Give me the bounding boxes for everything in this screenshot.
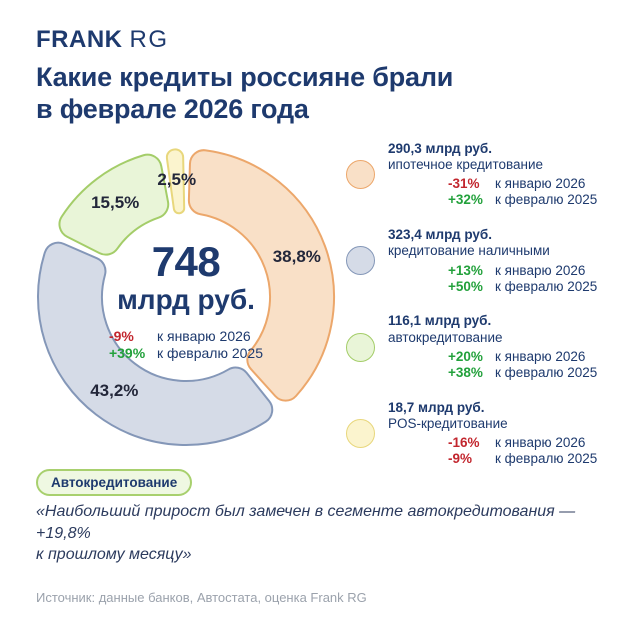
legend-yoy-label: к февралю 2025 (495, 364, 598, 380)
logo-text-frank: FRANK (36, 26, 123, 53)
quote-text: «Наибольший прирост был замечен в сегмен… (36, 503, 576, 564)
legend-category-label: POS-кредитование (388, 415, 508, 431)
legend-yoy-percent: +38% (448, 364, 483, 380)
source-note: Источник: данные банков, Автостата, оцен… (36, 590, 367, 605)
total-yoy-percent: +39% (108, 344, 146, 361)
legend-item: 18,7 млрд руб. POS-кредитование -16% к я… (346, 400, 608, 467)
legend-category-label: ипотечное кредитование (388, 157, 544, 173)
frank-rg-logo: FRANK RG (36, 28, 169, 52)
total-change-rows: -9% к январю 2026 +39% к февралю 2025 (109, 328, 263, 362)
legend-amount: 290,3 млрд руб. (388, 141, 492, 156)
legend-category-label: автокредитование (388, 329, 503, 345)
legend-mom-label: к январю 2026 (495, 176, 586, 192)
legend-color-swatch (346, 332, 375, 362)
total-mom-label: к январю 2026 (156, 327, 251, 344)
legend-category-label: кредитование наличными (388, 243, 550, 259)
donut-percent-label: 38,8% (273, 247, 321, 266)
total-unit: млрд руб. (117, 284, 255, 315)
total-value: 748 (151, 238, 221, 285)
legend: 290,3 млрд руб. ипотечное кредитование -… (346, 141, 608, 467)
legend-mom-row: -31% к январю 2026 (448, 176, 597, 192)
legend-mom-row: -16% к январю 2026 (448, 435, 597, 451)
legend-yoy-row: +32% к февралю 2025 (448, 192, 597, 208)
legend-yoy-label: к февралю 2025 (495, 450, 598, 466)
total-mom-row: -9% к январю 2026 (109, 328, 263, 345)
legend-yoy-row: -9% к февралю 2025 (448, 451, 597, 467)
legend-yoy-percent: -9% (448, 450, 473, 466)
total-yoy-label: к февралю 2025 (156, 344, 264, 361)
legend-yoy-label: к февралю 2025 (495, 192, 598, 208)
legend-color-swatch (346, 160, 375, 190)
donut-chart: 38,8% 43,2% 15,5% 2,5% (37, 148, 335, 446)
legend-yoy-row: +38% к февралю 2025 (448, 365, 597, 381)
legend-mom-row: +20% к январю 2026 (448, 349, 597, 365)
legend-mom-row: +13% к январю 2026 (448, 263, 597, 279)
highlight-badge: Автокредитование (36, 469, 193, 496)
legend-mom-percent: +13% (448, 262, 483, 278)
page-title: Какие кредиты россияне брали в феврале 2… (36, 62, 453, 125)
donut-percent-label: 15,5% (91, 193, 139, 212)
legend-yoy-percent: +50% (448, 278, 483, 294)
legend-mom-label: к январю 2026 (495, 262, 586, 278)
legend-yoy-percent: +32% (448, 192, 483, 208)
donut-percent-label: 2,5% (157, 170, 196, 189)
legend-mom-label: к январю 2026 (495, 435, 586, 451)
page-title-line2: в феврале 2026 года (36, 93, 309, 124)
legend-item: 323,4 млрд руб. кредитование наличными +… (346, 227, 608, 294)
legend-mom-label: к январю 2026 (495, 348, 586, 364)
legend-color-swatch (346, 418, 375, 448)
donut-segment-432 (37, 241, 274, 446)
donut-segment-25 (165, 148, 186, 215)
total-mom-percent: -9% (108, 327, 134, 344)
legend-mom-percent: +20% (448, 348, 483, 364)
legend-amount: 116,1 млрд руб. (388, 313, 492, 329)
legend-amount: 18,7 млрд руб. (388, 399, 485, 415)
donut-center-total: 748 млрд руб. -9% к январю 2026 +39% к ф… (86, 241, 286, 363)
legend-item: 116,1 млрд руб. автокредитование +20% к … (346, 313, 608, 380)
donut-segment-155 (58, 153, 170, 256)
legend-mom-percent: -31% (448, 176, 480, 192)
donut-segment-388 (187, 149, 335, 402)
legend-mom-percent: -16% (448, 435, 480, 451)
legend-item: 290,3 млрд руб. ипотечное кредитование -… (346, 141, 608, 208)
total-yoy-row: +39% к февралю 2025 (109, 345, 263, 362)
page-title-line1: Какие кредиты россияне брали (36, 62, 454, 92)
donut-percent-label: 43,2% (90, 381, 138, 400)
legend-yoy-row: +50% к февралю 2025 (448, 279, 597, 295)
logo-text-rg: RG (129, 26, 169, 53)
legend-yoy-label: к февралю 2025 (495, 278, 598, 294)
legend-amount: 323,4 млрд руб. (388, 227, 492, 243)
legend-color-swatch (346, 246, 375, 276)
